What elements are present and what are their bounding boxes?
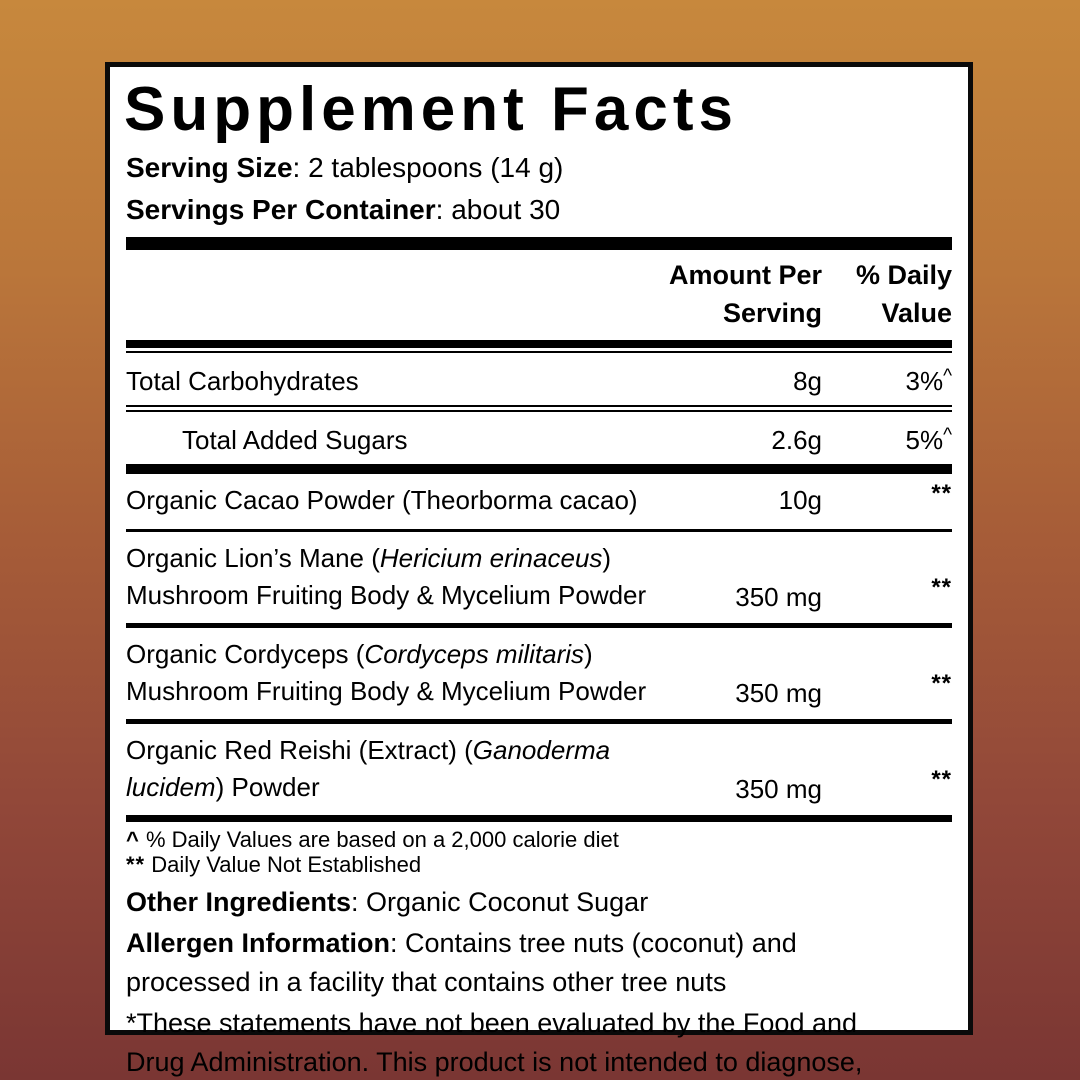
divider-under-header (126, 339, 952, 348)
row-name-line1: Organic Lion’s Mane (Hericium erinaceus) (126, 540, 652, 577)
fda-disclaimer: *These statements have not been evaluate… (126, 1004, 952, 1080)
row-amount: 350 mg (735, 773, 822, 804)
other-ingredients-label: Other Ingredients (126, 886, 352, 917)
other-ingredients-value: : Organic Coconut Sugar (351, 886, 649, 917)
row-amount: 2.6g (771, 424, 822, 455)
row-name: Total Carbohydrates (126, 365, 359, 396)
row-daily-value: 3%^ (822, 360, 953, 398)
column-header-amount: Amount Per Serving (652, 256, 822, 332)
serving-size-label: Serving Size (126, 151, 293, 183)
row-name: Organic Lion’s Mane (Hericium erinaceus)… (126, 540, 652, 614)
table-row-red-reishi: Organic Red Reishi (Extract) (Ganoderma … (126, 724, 952, 815)
double-rule-bottom (126, 409, 952, 412)
name-text: Organic Lion’s Mane ( (126, 542, 380, 573)
row-name-line1: Organic Red Reishi (Extract) (Ganoderma (126, 732, 652, 769)
name-text: Organic Cordyceps ( (126, 638, 365, 669)
footnote-not-established: ** Daily Value Not Established (126, 852, 952, 877)
panel-title: Supplement Facts (124, 75, 738, 144)
row-amount: 10g (778, 484, 822, 515)
row-name: Organic Cordyceps (Cordyceps militaris) … (126, 636, 652, 710)
rule-under-lions-mane (126, 622, 952, 628)
rule-under-cordyceps (126, 718, 952, 724)
allergen-text: : Contains tree nuts (coconut) and (390, 927, 797, 958)
table-row-cacao-powder: Organic Cacao Powder (Theorborma cacao) … (126, 474, 952, 529)
dv-footnote-mark: ** (931, 479, 952, 507)
footnote-text: % Daily Values are based on a 2,000 calo… (139, 826, 619, 852)
thick-divider-mid (126, 463, 952, 474)
row-daily-value: ** (822, 574, 952, 614)
name-latin: Ganoderma (472, 734, 611, 765)
double-rule-top (126, 404, 952, 407)
row-name: Organic Red Reishi (Extract) (Ganoderma … (126, 732, 652, 806)
dv-footnote-mark: ** (931, 573, 952, 601)
dv-footnote-mark: ^ (943, 424, 952, 446)
dv-footnote-mark: ** (931, 669, 952, 697)
allergen-line2: processed in a facility that contains ot… (126, 966, 727, 997)
table-row-total-added-sugars: Total Added Sugars 2.6g 5%^ (126, 412, 952, 464)
dv-percent: 5% (905, 424, 944, 455)
footnotes: ^ % Daily Values are based on a 2,000 ca… (126, 822, 952, 877)
name-text: Organic Red Reishi (Extract) ( (126, 734, 473, 765)
name-text: ) Powder (215, 771, 320, 802)
row-daily-value: 5%^ (822, 419, 953, 457)
disclaimer-line1: *These statements have not been evaluate… (126, 1007, 858, 1038)
dv-footnote-mark: ** (931, 765, 952, 793)
row-name-line2: Mushroom Fruiting Body & Mycelium Powder (126, 579, 647, 610)
dv-footnote-mark: ^ (943, 365, 952, 387)
footnote-daily-value: ^ % Daily Values are based on a 2,000 ca… (126, 827, 952, 852)
servings-per-container-value: : about 30 (435, 194, 561, 226)
name-latin: Cordyceps militaris (364, 638, 585, 669)
row-name: Total Added Sugars (182, 424, 408, 455)
serving-size-value: : 2 tablespoons (14 g) (292, 151, 564, 183)
table-row-cordyceps: Organic Cordyceps (Cordyceps militaris) … (126, 628, 952, 719)
other-ingredients: Other Ingredients: Organic Coconut Sugar (126, 883, 952, 922)
row-name-line2: lucidem) Powder (126, 769, 652, 806)
name-latin: lucidem (126, 771, 216, 802)
rule-under-cacao (126, 528, 952, 532)
servings-per-container-line: Servings Per Container: about 30 (126, 192, 952, 228)
column-header-amount-line2: Serving (722, 297, 822, 328)
name-text: ) (602, 542, 612, 573)
footnote-mark-caret: ^ (126, 826, 140, 852)
name-text: ) (584, 638, 593, 669)
row-name: Organic Cacao Powder (Theorborma cacao) (126, 484, 638, 515)
thick-divider-top (126, 236, 952, 250)
column-header-dv-line1: % Daily (855, 259, 952, 290)
row-amount: 350 mg (735, 581, 822, 612)
row-daily-value: ** (822, 479, 952, 519)
thin-rule-under-header (126, 350, 952, 353)
allergen-line1: Allergen Information: Contains tree nuts… (126, 924, 952, 963)
table-row-total-carbohydrates: Total Carbohydrates 8g 3%^ (126, 353, 952, 405)
column-header-amount-line1: Amount Per (668, 259, 822, 290)
footnote-mark-asterisks: ** (126, 851, 146, 877)
dv-percent: 3% (905, 365, 944, 396)
footnote-text: Daily Value Not Established (145, 851, 422, 877)
supplement-facts-panel: Supplement Facts Serving Size: 2 tablesp… (105, 62, 973, 1077)
serving-size-line: Serving Size: 2 tablespoons (14 g) (126, 150, 952, 186)
allergen-label: Allergen Information (126, 927, 391, 958)
row-name-line2: Mushroom Fruiting Body & Mycelium Powder (126, 675, 647, 706)
servings-per-container-label: Servings Per Container (126, 194, 436, 226)
row-daily-value: ** (822, 670, 952, 710)
row-name-line1: Organic Cordyceps (Cordyceps militaris) (126, 636, 652, 673)
allergen-information: Allergen Information: Contains tree nuts… (126, 924, 952, 1002)
disclaimer-line2: Drug Administration. This product is not… (126, 1046, 863, 1077)
row-amount: 8g (793, 365, 822, 396)
name-latin: Hericium erinaceus (379, 542, 603, 573)
thick-divider-bottom (126, 814, 952, 822)
column-header-daily-value: % Daily Value (822, 256, 952, 332)
column-header-dv-line2: Value (881, 297, 952, 328)
row-daily-value: ** (822, 766, 952, 806)
table-header: Amount Per Serving % Daily Value (126, 250, 952, 340)
row-amount: 350 mg (735, 677, 822, 708)
table-row-lions-mane: Organic Lion’s Mane (Hericium erinaceus)… (126, 532, 952, 623)
